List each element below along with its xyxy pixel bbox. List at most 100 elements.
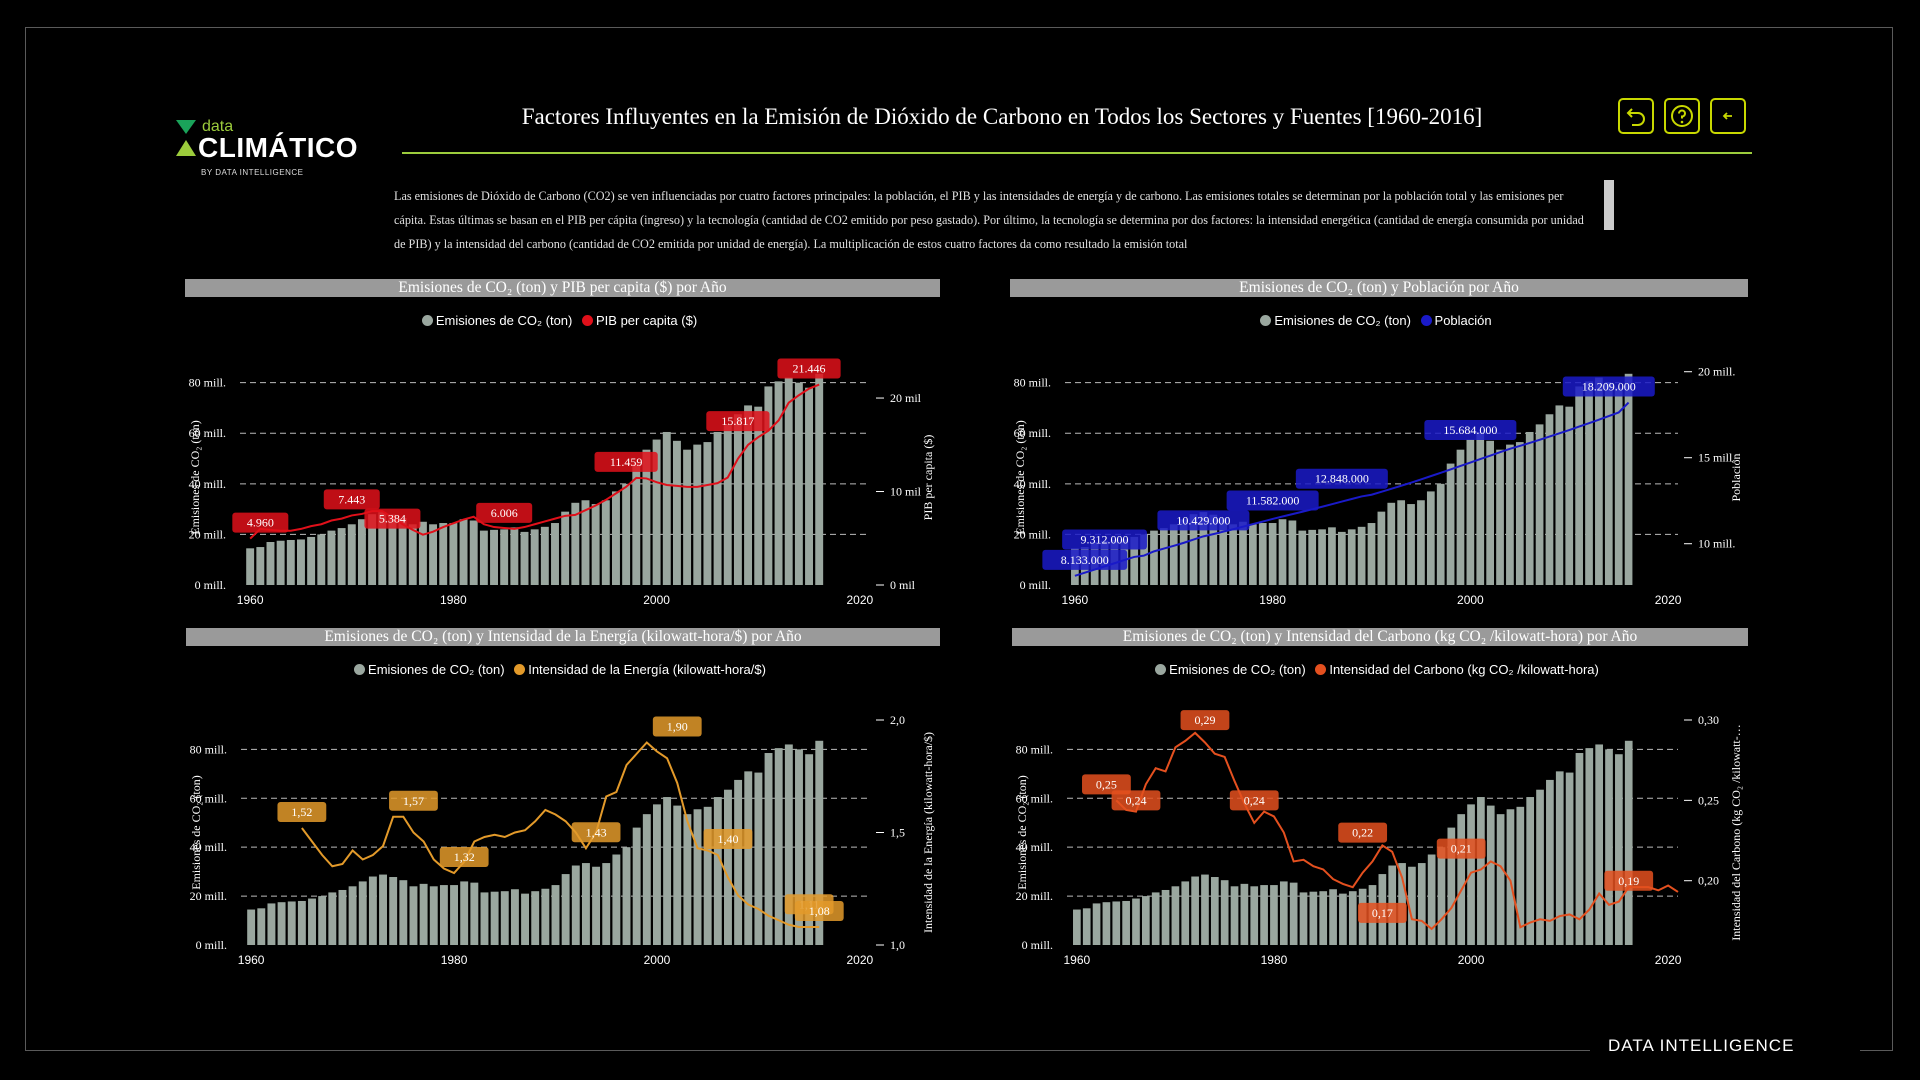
data-label-text: 0,24 [1244, 793, 1265, 807]
legend-emissions[interactable]: Emisiones de CO₂ (ton) [1260, 313, 1411, 328]
bar [1526, 797, 1535, 945]
bar [297, 900, 306, 945]
y-axis-label: Emisiones de CO₂ (ton) [188, 420, 202, 535]
bar [308, 898, 316, 945]
data-label: 11.459 [594, 451, 658, 472]
data-label-box [1424, 419, 1517, 440]
bar [530, 529, 539, 585]
legend-energy[interactable]: Intensidad de la Energía (kilowatt-hora/… [514, 662, 766, 677]
data-label-box [476, 502, 533, 523]
bar [683, 814, 692, 945]
bar [673, 805, 682, 945]
data-label-box [703, 829, 753, 849]
undo-button[interactable] [1618, 98, 1654, 134]
legend-emissions[interactable]: Emisiones de CO₂ (ton) [1155, 662, 1306, 677]
y-tick-label: 40 mill. [1016, 840, 1053, 854]
bar [358, 881, 367, 945]
bar [327, 530, 336, 585]
legend-dot [1260, 315, 1272, 326]
data-label-text: 1,08 [809, 904, 830, 918]
bar [1436, 483, 1445, 585]
bar [622, 847, 631, 945]
chart2-legend: Emisiones de CO₂ (ton) Población [1010, 313, 1748, 328]
legend-population[interactable]: Población [1420, 313, 1492, 328]
bar [480, 892, 489, 945]
bar [1506, 444, 1514, 585]
bar [703, 442, 712, 585]
bar [1417, 500, 1425, 585]
description-scrollbar[interactable] [1604, 180, 1614, 230]
data-label-text: 0,21 [1451, 842, 1472, 856]
bar [1288, 520, 1297, 585]
bar [1486, 440, 1495, 585]
bar [1328, 527, 1336, 585]
bar [1466, 439, 1475, 585]
y2-tick-label: 20 mill. [1698, 365, 1735, 379]
logo-mark-icon [176, 120, 196, 156]
y-tick-label: 0 mill. [1022, 938, 1053, 952]
bar [1605, 749, 1613, 945]
data-label-box [277, 802, 327, 822]
y-tick-label: 0 mill. [195, 578, 226, 592]
y2-tick-label: 1,5 [890, 826, 905, 840]
bar [794, 382, 803, 585]
legend-label: Intensidad del Carbono (kg CO₂ /kilowatt… [1329, 662, 1599, 677]
bar [1141, 896, 1150, 945]
bar [591, 504, 600, 585]
bar [540, 526, 549, 585]
y-tick-label: 80 mill. [189, 376, 226, 390]
bar [1279, 881, 1288, 945]
bar [1555, 771, 1564, 945]
bar [500, 891, 509, 945]
data-label: 0,17 [1357, 902, 1407, 923]
bar [409, 886, 418, 945]
data-label-text: 7.443 [338, 492, 365, 506]
bar [408, 524, 417, 585]
bar [449, 523, 458, 585]
bar [1112, 901, 1121, 945]
logo-main-text: CLIMÁTICO [198, 132, 359, 163]
bar [1181, 881, 1190, 945]
data-label-box [1604, 870, 1654, 891]
bar [1426, 491, 1435, 585]
bar [337, 528, 346, 585]
legend-emissions[interactable]: Emisiones de CO₂ (ton) [421, 313, 572, 328]
bar [733, 414, 742, 585]
legend-label: Emisiones de CO₂ (ton) [1169, 662, 1306, 677]
bar [652, 804, 661, 945]
bar [357, 519, 366, 585]
legend-carbon[interactable]: Intensidad del Carbono (kg CO₂ /kilowatt… [1315, 662, 1599, 677]
bar [1151, 892, 1160, 945]
data-label: 7.443 [323, 489, 380, 510]
chart-carbon-intensity: 0 mill. 20 mill. 40 mill. 60 mill. 80 mill. 0… [1015, 710, 1743, 967]
data-label-text: 4.960 [247, 516, 274, 530]
bar [1248, 524, 1257, 585]
data-label-box [1295, 468, 1388, 489]
bar [571, 865, 580, 945]
page-title: Factores Influyentes en la Emisión de Di… [521, 104, 1483, 129]
data-label-text: 11.582.000 [1246, 494, 1300, 508]
bar [1604, 382, 1613, 585]
help-button[interactable] [1664, 98, 1700, 134]
bar [470, 882, 479, 945]
data-label: 0,29 [1180, 710, 1230, 731]
bar [418, 521, 427, 585]
bar [774, 381, 783, 585]
bar [713, 431, 722, 585]
legend-emissions[interactable]: Emisiones de CO₂ (ton) [354, 662, 505, 677]
data-label-box [777, 358, 841, 379]
bar [602, 863, 611, 945]
data-label: 0,24 [1229, 790, 1279, 811]
data-label-text: 1,43 [586, 825, 607, 839]
bar [521, 893, 530, 945]
legend-gdp[interactable]: PIB per capita ($) [582, 313, 697, 328]
bar [1446, 463, 1455, 585]
bar [277, 902, 286, 945]
y2-tick-label: 10 mil [890, 485, 922, 499]
bar [581, 863, 590, 945]
bar [541, 888, 550, 945]
bar [1189, 514, 1198, 585]
data-label-text: 12.848.000 [1315, 472, 1369, 486]
back-button[interactable] [1710, 98, 1746, 134]
y-tick-label: 80 mill. [190, 742, 227, 756]
